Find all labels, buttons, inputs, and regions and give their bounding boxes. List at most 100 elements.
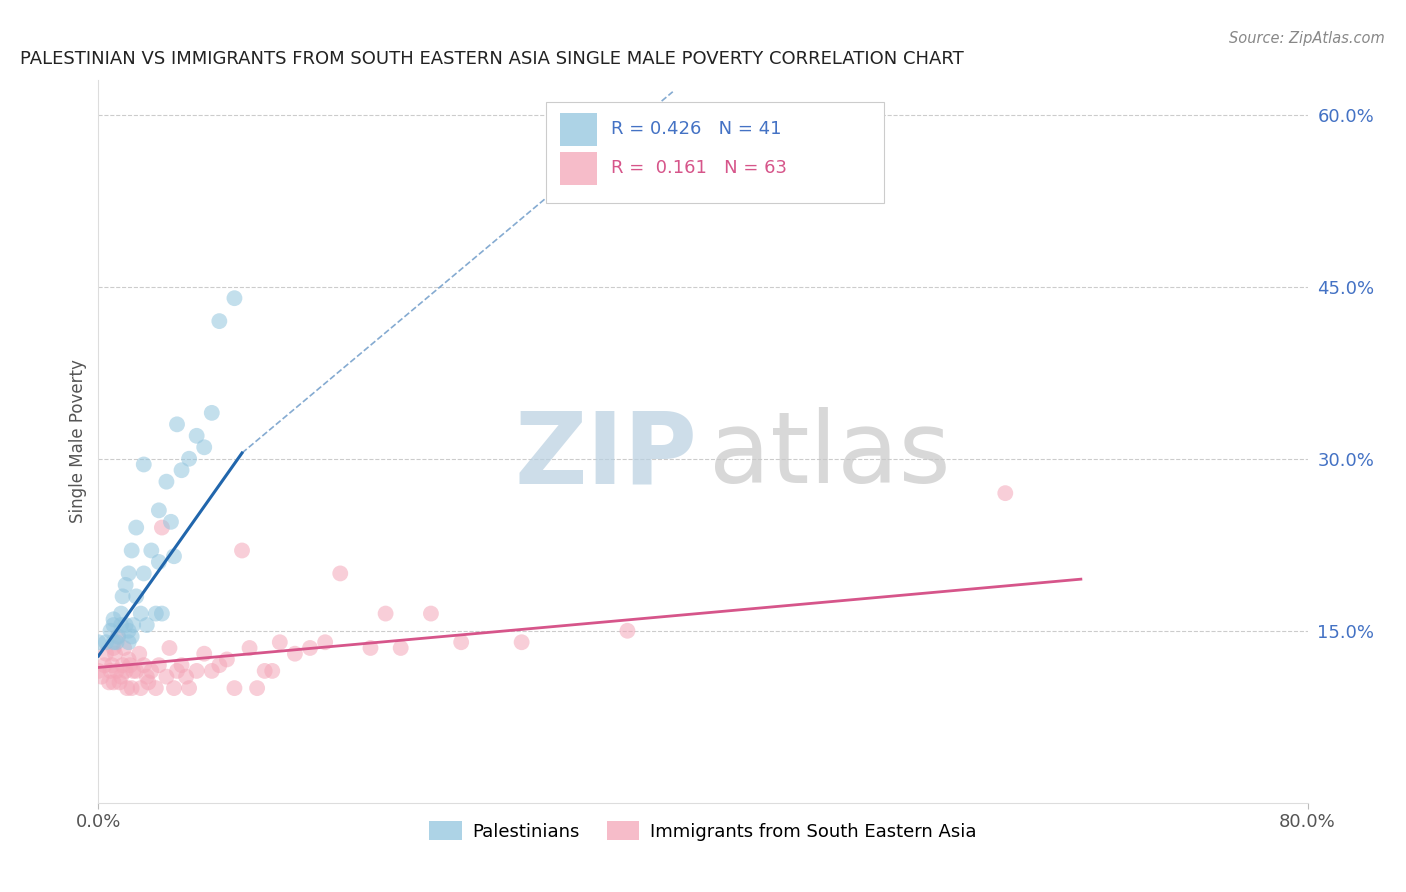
Point bbox=[103, 612, 125, 626]
Point bbox=[374, 607, 396, 621]
Point bbox=[90, 670, 112, 684]
Point bbox=[141, 543, 163, 558]
Point bbox=[269, 635, 291, 649]
FancyBboxPatch shape bbox=[546, 102, 884, 203]
Point bbox=[118, 566, 141, 581]
Legend: Palestinians, Immigrants from South Eastern Asia: Palestinians, Immigrants from South East… bbox=[422, 814, 984, 848]
Point bbox=[239, 640, 262, 655]
Point bbox=[132, 658, 155, 673]
Point bbox=[103, 635, 125, 649]
Point bbox=[135, 618, 157, 632]
Point bbox=[186, 429, 208, 443]
Point bbox=[125, 664, 148, 678]
Point bbox=[389, 640, 412, 655]
Y-axis label: Single Male Poverty: Single Male Poverty bbox=[69, 359, 87, 524]
Point bbox=[201, 406, 224, 420]
Point bbox=[208, 314, 231, 328]
Point bbox=[110, 670, 132, 684]
Point bbox=[215, 652, 238, 666]
Point bbox=[125, 590, 148, 604]
Point bbox=[262, 664, 284, 678]
Point bbox=[201, 664, 224, 678]
Point bbox=[186, 664, 208, 678]
Point bbox=[103, 618, 125, 632]
Point bbox=[132, 566, 155, 581]
Point bbox=[110, 607, 132, 621]
Point bbox=[111, 590, 134, 604]
Point bbox=[150, 607, 173, 621]
Point bbox=[155, 475, 177, 489]
Point bbox=[122, 618, 145, 632]
Point bbox=[148, 555, 170, 569]
Point bbox=[163, 549, 186, 564]
Point bbox=[510, 635, 533, 649]
Point bbox=[155, 670, 177, 684]
Point bbox=[420, 607, 443, 621]
Point bbox=[120, 658, 142, 673]
Point bbox=[163, 681, 186, 695]
Bar bbox=[561, 113, 596, 145]
Point bbox=[105, 635, 128, 649]
Point bbox=[122, 664, 145, 678]
Point bbox=[159, 640, 181, 655]
Point bbox=[160, 515, 183, 529]
Point bbox=[105, 664, 128, 678]
Point bbox=[128, 647, 150, 661]
Point bbox=[193, 440, 215, 454]
Point bbox=[107, 630, 129, 644]
Point bbox=[121, 630, 143, 644]
Point bbox=[170, 658, 193, 673]
Point bbox=[87, 635, 110, 649]
Text: PALESTINIAN VS IMMIGRANTS FROM SOUTH EASTERN ASIA SINGLE MALE POVERTY CORRELATIO: PALESTINIAN VS IMMIGRANTS FROM SOUTH EAS… bbox=[20, 50, 963, 68]
Point bbox=[299, 640, 322, 655]
Point bbox=[100, 624, 122, 638]
Point bbox=[450, 635, 472, 649]
Point bbox=[108, 675, 131, 690]
Point bbox=[129, 607, 152, 621]
Point bbox=[208, 658, 231, 673]
Point bbox=[253, 664, 276, 678]
Point bbox=[93, 658, 115, 673]
Point bbox=[118, 652, 141, 666]
Text: ZIP: ZIP bbox=[515, 408, 697, 505]
Text: R = 0.426   N = 41: R = 0.426 N = 41 bbox=[612, 120, 782, 138]
Point bbox=[170, 463, 193, 477]
Point bbox=[121, 543, 143, 558]
Point bbox=[100, 664, 122, 678]
Point bbox=[136, 675, 159, 690]
Point bbox=[87, 664, 110, 678]
Bar bbox=[561, 153, 596, 185]
Point bbox=[616, 624, 638, 638]
Point bbox=[246, 681, 269, 695]
Point bbox=[150, 520, 173, 534]
Point bbox=[329, 566, 352, 581]
Point bbox=[112, 640, 135, 655]
Point bbox=[132, 458, 155, 472]
Point bbox=[174, 670, 197, 684]
Point bbox=[148, 503, 170, 517]
Point bbox=[284, 647, 307, 661]
Point bbox=[125, 520, 148, 534]
Point bbox=[231, 543, 253, 558]
Point bbox=[141, 664, 163, 678]
Point bbox=[148, 658, 170, 673]
Point bbox=[129, 681, 152, 695]
Point bbox=[121, 681, 143, 695]
Point bbox=[98, 675, 121, 690]
Text: Source: ZipAtlas.com: Source: ZipAtlas.com bbox=[1229, 31, 1385, 46]
Point bbox=[193, 647, 215, 661]
Point bbox=[994, 486, 1017, 500]
Point bbox=[166, 417, 188, 432]
Point bbox=[115, 681, 138, 695]
Point bbox=[103, 675, 125, 690]
Point bbox=[145, 607, 167, 621]
Point bbox=[224, 681, 246, 695]
Point bbox=[118, 624, 141, 638]
Point bbox=[114, 664, 136, 678]
Point bbox=[94, 647, 117, 661]
Point bbox=[179, 681, 201, 695]
Point bbox=[101, 658, 124, 673]
Point bbox=[224, 291, 246, 305]
Point bbox=[111, 658, 134, 673]
Point bbox=[360, 640, 382, 655]
